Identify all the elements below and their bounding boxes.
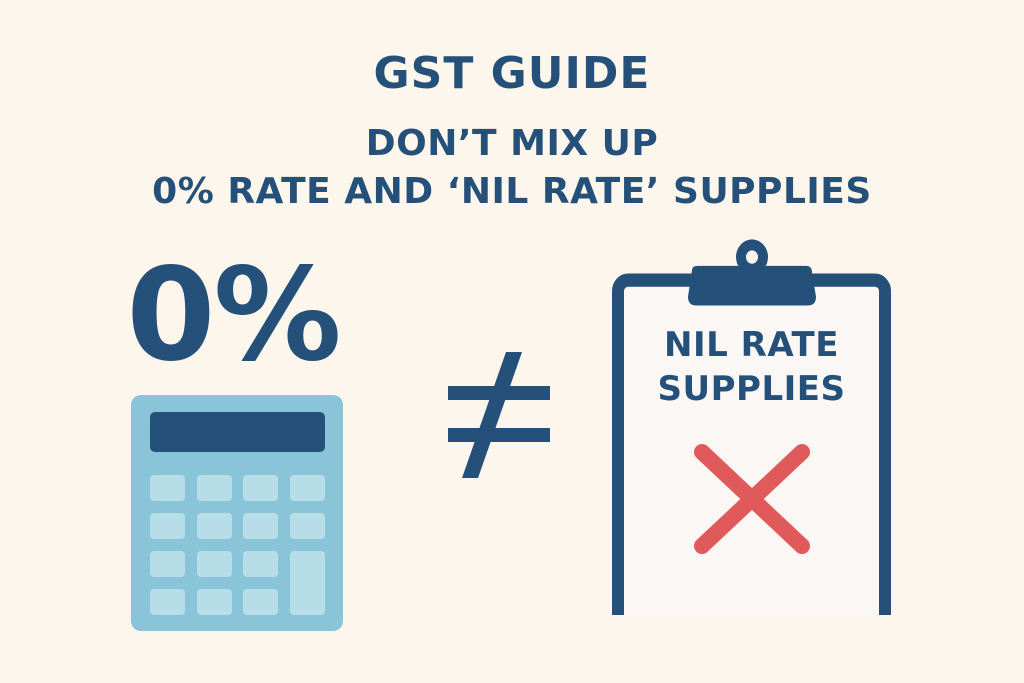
page-title: GST GUIDE (373, 48, 651, 99)
calculator-key (243, 513, 278, 539)
calculator-key (197, 513, 232, 539)
calculator-key (150, 551, 185, 577)
cross-icon (694, 444, 810, 554)
calculator-icon (131, 395, 343, 631)
calculator-key (197, 551, 232, 577)
nil-rate-label-line-1: NIL RATE (664, 325, 839, 365)
calculator-key (243, 551, 278, 577)
calculator-key (150, 513, 185, 539)
calculator-key (197, 589, 232, 615)
calculator-key (150, 475, 185, 501)
calculator-key (150, 589, 185, 615)
calculator-key (290, 513, 325, 539)
calculator-key (243, 475, 278, 501)
zero-percent-label: 0% (126, 241, 341, 390)
subtitle-line-1: DON’T MIX UP (365, 123, 659, 164)
clipboard-icon (612, 239, 891, 615)
calculator-key (197, 475, 232, 501)
not-equal-icon (448, 352, 550, 478)
calculator-display (150, 412, 325, 452)
calculator-key-tall (290, 551, 325, 615)
subtitle-line-2: 0% RATE AND ‘NIL RATE’ SUPPLIES (152, 171, 872, 212)
nil-rate-label-line-2: SUPPLIES (657, 369, 846, 409)
calculator-key (243, 589, 278, 615)
calculator-key (290, 475, 325, 501)
